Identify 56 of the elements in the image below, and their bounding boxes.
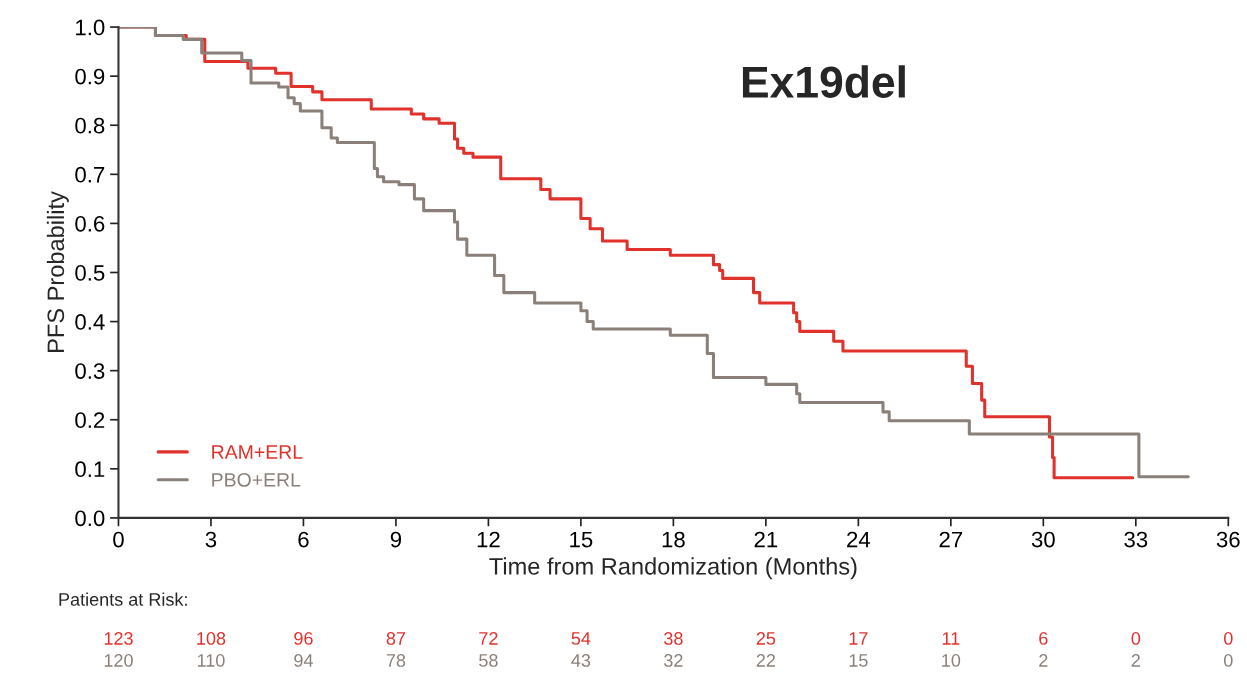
text: 96 [294,632,313,645]
text: 120 [104,654,133,667]
x-tick-label: 3 [205,531,217,548]
text: 78 [386,654,406,667]
text: 123 [104,632,133,645]
text: 87 [386,632,406,645]
y-tick-label: 0.7 [75,166,105,183]
text: 43 [571,654,591,667]
text: 6 [1039,632,1048,645]
legend-label: PBO+ERL [212,472,301,487]
text: 58 [479,654,498,667]
x-tick-label: 36 [1216,531,1240,548]
x-axis-title: Time from Randomization (Months) [489,557,857,580]
text: 10 [942,654,961,667]
x-tick-label: 33 [1124,531,1148,548]
text: 38 [664,632,683,645]
x-tick-label: 15 [570,531,593,548]
text: 2 [1039,654,1048,667]
text: 32 [664,654,683,667]
y-tick-label: 0.3 [75,363,105,379]
x-tick-label: 18 [662,531,685,548]
text: 0 [1131,632,1141,645]
x-tick-label: 9 [390,531,402,548]
x-tick-label: 12 [477,531,500,548]
y-tick-label: 0.4 [75,314,105,330]
text: Patients at Risk: [59,592,187,606]
y-tick-label: 0.0 [75,510,105,527]
text: 110 [197,654,225,667]
text: 94 [294,654,313,667]
text: 15 [849,654,868,667]
text: 22 [756,654,775,667]
x-tick-label: 24 [847,531,871,548]
text: 0 [1223,654,1233,667]
x-tick-label: 21 [754,531,778,548]
text: Ex19del [742,65,905,98]
x-tick-label: 0 [113,531,124,548]
y-axis-title: PFS Probability [46,191,69,352]
y-tick-label: 0.6 [75,215,105,232]
text: 0 [1223,632,1233,645]
text: 108 [197,632,226,645]
text: 17 [849,632,868,645]
y-tick-label: 0.5 [75,265,105,281]
legend-label: RAM+ERL [212,445,303,459]
text: 11 [942,632,960,645]
x-tick-label: 6 [298,531,309,548]
text: 72 [479,632,498,645]
y-tick-label: 0.2 [75,412,105,429]
y-tick-label: 0.8 [75,117,105,134]
y-tick-label: 0.9 [75,68,105,85]
text: 54 [571,632,591,645]
y-tick-label: 1.0 [76,19,105,36]
x-tick-label: 30 [1031,531,1055,548]
y-tick-label: 0.1 [75,461,105,478]
text: 2 [1131,654,1140,667]
x-tick-label: 27 [939,531,963,548]
text: 25 [756,632,776,645]
